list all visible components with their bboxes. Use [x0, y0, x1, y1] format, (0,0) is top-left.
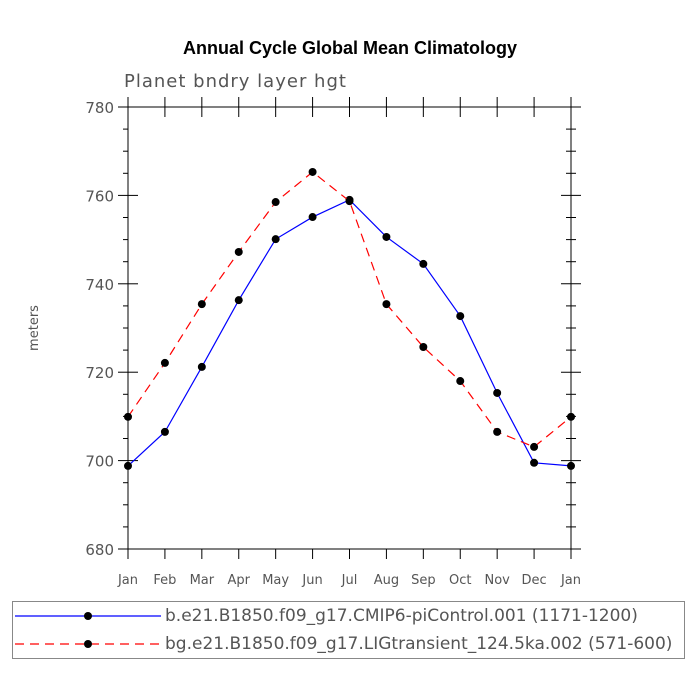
data-point	[419, 343, 428, 352]
y-tick-label: 780	[85, 99, 114, 117]
plot-frame	[127, 106, 572, 550]
x-tick-label: Apr	[228, 573, 251, 588]
data-point	[308, 213, 317, 222]
data-point	[530, 442, 539, 451]
data-point	[456, 377, 465, 386]
x-tick-label: Nov	[484, 573, 510, 588]
data-point	[382, 300, 391, 309]
x-tick-label: Sep	[411, 573, 436, 588]
data-point	[419, 259, 428, 268]
data-point	[567, 412, 575, 421]
data-point	[308, 167, 317, 176]
x-tick-label: Jan	[117, 573, 138, 588]
data-point	[567, 461, 575, 470]
data-point	[197, 300, 206, 309]
x-tick-label: Jun	[301, 573, 322, 588]
y-tick-label: 720	[85, 364, 114, 382]
y-tick-label: 760	[85, 187, 114, 205]
x-tick-label: Feb	[153, 573, 176, 588]
data-point	[197, 362, 206, 371]
data-point	[160, 427, 169, 436]
y-tick-label: 740	[85, 276, 114, 294]
data-point	[456, 312, 465, 321]
data-point	[493, 427, 502, 436]
legend-swatch-red	[15, 640, 161, 648]
legend-label: b.e21.B1850.f09_g17.CMIP6-piControl.001 …	[165, 606, 638, 626]
series-line-1	[127, 199, 572, 467]
data-point	[382, 232, 391, 241]
y-tick-label: 700	[85, 453, 114, 471]
chart-subtitle: Planet bndry layer hgt	[124, 71, 347, 92]
legend-entry-1: b.e21.B1850.f09_g17.CMIP6-piControl.001 …	[13, 603, 638, 629]
y-tick-label: 680	[85, 541, 114, 559]
data-point	[160, 358, 169, 367]
data-point	[345, 197, 354, 206]
data-point	[234, 247, 243, 256]
data-point	[271, 235, 280, 244]
data-point	[493, 388, 502, 397]
data-point	[124, 461, 132, 470]
data-point	[234, 296, 243, 305]
data-point	[530, 458, 539, 467]
x-tick-label: Jan	[560, 573, 581, 588]
x-tick-label: Jul	[341, 573, 358, 588]
x-tick-label: Dec	[522, 573, 547, 588]
data-point	[124, 412, 132, 421]
legend-swatch-blue	[15, 612, 161, 620]
x-tick-label: Oct	[449, 573, 471, 588]
data-point	[271, 198, 280, 207]
legend-label: bg.e21.B1850.f09_g17.LIGtransient_124.5k…	[165, 634, 673, 654]
x-tick-label: Aug	[374, 573, 399, 588]
x-tick-label: Mar	[190, 573, 215, 588]
legend-entry-2: bg.e21.B1850.f09_g17.LIGtransient_124.5k…	[13, 631, 672, 657]
x-tick-label: May	[262, 573, 289, 588]
chart-title: Annual Cycle Global Mean Climatology	[182, 38, 518, 58]
legend: b.e21.B1850.f09_g17.CMIP6-piControl.001 …	[12, 601, 685, 659]
y-axis-label: meters	[27, 305, 42, 351]
